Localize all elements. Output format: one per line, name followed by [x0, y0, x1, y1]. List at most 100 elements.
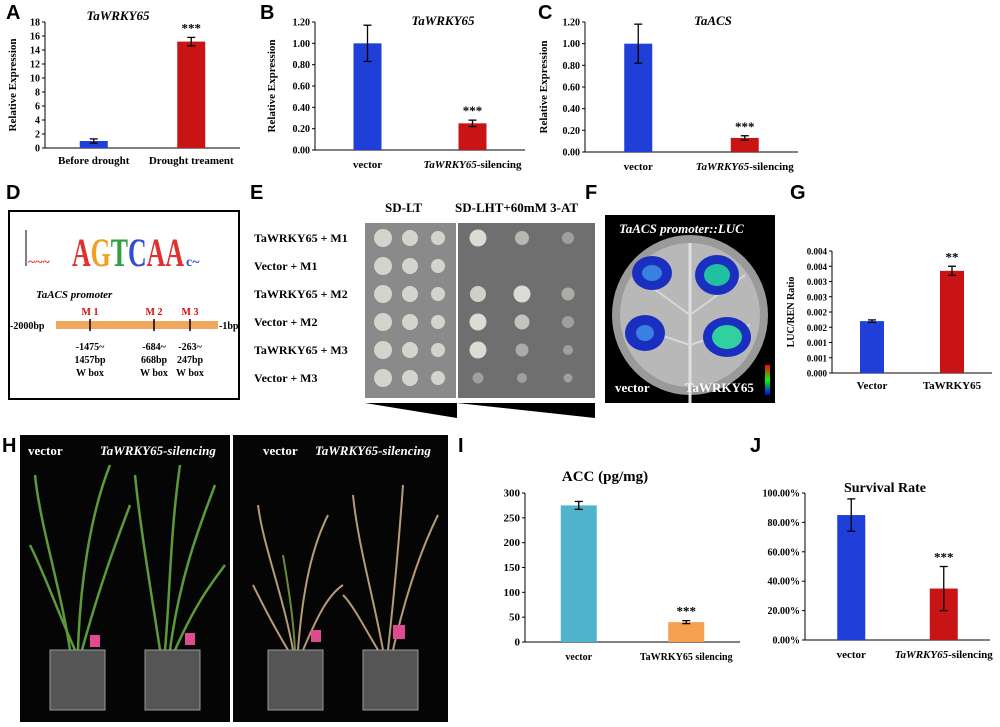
y-tick-label: 0.00 — [563, 148, 581, 159]
y-axis-label: Relative Expression — [7, 39, 19, 132]
y-tick-label: 40.00% — [768, 577, 801, 588]
yeast-col2-label: SD-LHT+60mM 3-AT — [455, 200, 578, 216]
site-range-end: 1457bp — [74, 355, 106, 366]
luc-title: TaACS promoter::LUC — [619, 221, 744, 237]
y-tick-label: 200 — [504, 537, 521, 549]
significance-label: *** — [182, 20, 202, 35]
y-tick-label: 0.80 — [563, 61, 581, 72]
x-category-label: TaWRKY65-silencing — [696, 161, 795, 173]
photo-right-vector: vector — [263, 443, 298, 459]
x-category-label: TaWRKY65-silencing — [895, 649, 994, 661]
yeast-colony — [514, 286, 531, 303]
site-name: M 1 — [82, 307, 99, 318]
yeast-colony — [473, 373, 484, 384]
yeast-colony — [402, 286, 418, 302]
y-tick-label: 0.40 — [293, 103, 311, 114]
y-tick-label: 0.000 — [807, 369, 828, 379]
photo-left-silencing: TaWRKY65-silencing — [100, 443, 216, 459]
x-category-label: TaWRKY65-silencing — [423, 159, 522, 171]
y-tick-label: 6 — [35, 102, 40, 113]
promoter-bar — [56, 321, 218, 329]
yeast-col1-label: SD-LT — [385, 200, 422, 216]
site-range-end: 668bp — [141, 355, 168, 366]
y-tick-label: 0.003 — [807, 292, 828, 302]
x-category-label: vector — [624, 161, 653, 173]
bar — [668, 622, 704, 642]
chart-c: 0.000.200.400.600.801.001.20vector***TaW… — [533, 0, 803, 180]
yeast-colony — [402, 314, 418, 330]
x-category-label: vector — [837, 649, 866, 661]
chart-b: 0.000.200.400.600.801.001.20vector***TaW… — [255, 0, 530, 180]
y-tick-label: 0.40 — [563, 104, 581, 115]
site-type: W box — [140, 368, 168, 379]
bar — [940, 271, 964, 373]
yeast-row-label: TaWRKY65 + M1 — [254, 231, 348, 245]
panel-label-d: D — [6, 182, 20, 205]
yeast-colony — [515, 315, 530, 330]
yeast-colony — [562, 232, 574, 244]
significance-label: *** — [677, 604, 697, 619]
luc-left-label: vector — [615, 380, 650, 396]
y-tick-label: 14 — [30, 46, 40, 57]
bar — [561, 505, 597, 642]
yeast-colony — [515, 231, 529, 245]
y-tick-label: 250 — [504, 512, 521, 524]
y-tick-label: 0 — [35, 144, 40, 155]
svg-text:~~~: ~~~ — [28, 255, 51, 270]
chart-g: 0.0000.0010.0010.0020.0020.0030.0030.004… — [780, 215, 998, 410]
site-range-start: -1475~ — [76, 342, 105, 353]
y-tick-label: 0.003 — [807, 277, 828, 287]
y-tick-label: 2 — [35, 130, 40, 141]
luc-right-label: TaWRKY65 — [685, 380, 754, 396]
y-tick-label: 0.004 — [807, 262, 828, 272]
y-tick-label: 0.20 — [293, 124, 311, 135]
significance-label: *** — [463, 103, 483, 118]
bar — [459, 123, 487, 150]
yeast-row-label: Vector + M3 — [254, 371, 318, 385]
yeast-colony — [470, 230, 487, 247]
chart-title: TaWRKY65 — [411, 13, 475, 28]
yeast-colony — [431, 315, 445, 329]
y-tick-label: 1.00 — [563, 39, 581, 50]
yeast-colony — [562, 288, 575, 301]
yeast-colony — [431, 287, 445, 301]
yeast-colony — [374, 341, 392, 359]
y-tick-label: 150 — [504, 562, 521, 574]
panel-label-e: E — [250, 182, 263, 205]
x-category-label: vector — [565, 652, 592, 663]
panel-label-h: H — [2, 435, 16, 458]
yeast-colony — [402, 370, 418, 386]
yeast-colony — [374, 285, 392, 303]
x-category-label: Vector — [857, 380, 888, 392]
y-tick-label: 20.00% — [768, 606, 801, 617]
site-range-start: -684~ — [142, 342, 166, 353]
site-name: M 3 — [182, 307, 199, 318]
yeast-colony — [470, 342, 487, 359]
y-tick-label: 1.20 — [293, 18, 311, 29]
y-tick-label: 0.002 — [807, 323, 828, 333]
panel-label-f: F — [585, 182, 597, 205]
yeast-row-label: Vector + M2 — [254, 315, 318, 329]
y-tick-label: 100 — [504, 587, 521, 599]
yeast-colony — [562, 316, 574, 328]
y-axis-label: Relative Expression — [538, 41, 550, 134]
yeast-colony — [374, 229, 392, 247]
yeast-colony — [402, 342, 418, 358]
chart-j: 0.00%20.00%40.00%60.00%80.00%100.00%vect… — [745, 448, 997, 688]
yeast-colony — [516, 344, 529, 357]
bar — [837, 515, 865, 640]
y-tick-label: 1.20 — [563, 18, 581, 29]
x-category-label: TaWRKY65 silencing — [640, 652, 733, 663]
yeast-colony — [402, 230, 418, 246]
x-category-label: Drought treament — [149, 155, 234, 167]
y-tick-label: 0.001 — [807, 353, 828, 363]
y-tick-label: 0.00 — [293, 146, 311, 157]
y-tick-label: 0.004 — [807, 247, 828, 257]
yeast-row-label: TaWRKY65 + M2 — [254, 287, 348, 301]
x-category-label: vector — [353, 159, 382, 171]
y-tick-label: 18 — [30, 18, 40, 29]
y-tick-label: 0.80 — [293, 60, 311, 71]
significance-label: *** — [934, 550, 954, 565]
y-tick-label: 1.00 — [293, 39, 311, 50]
y-tick-label: 0.00% — [773, 636, 801, 647]
